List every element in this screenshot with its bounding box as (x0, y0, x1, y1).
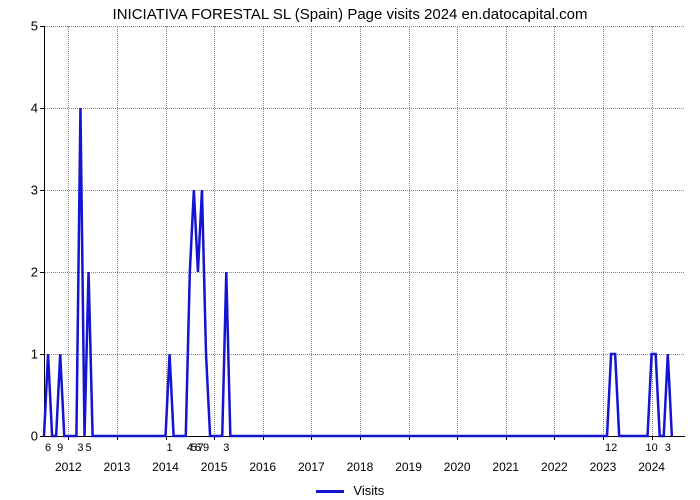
chart-title: INICIATIVA FORESTAL SL (Spain) Page visi… (0, 6, 700, 23)
x-year-label: 2019 (395, 460, 422, 474)
chart-container: INICIATIVA FORESTAL SL (Spain) Page visi… (0, 0, 700, 500)
x-year-label: 2015 (201, 460, 228, 474)
x-point-label: 5 (85, 442, 91, 454)
y-tick-label: 1 (31, 347, 38, 362)
x-point-label: 1 (167, 442, 173, 454)
x-point-label: 12 (605, 442, 617, 454)
y-tick-label: 3 (31, 183, 38, 198)
x-point-label: 6 (45, 442, 51, 454)
x-year-label: 2016 (249, 460, 276, 474)
y-tick-label: 0 (31, 429, 38, 444)
x-point-label: 3 (665, 442, 671, 454)
line-series (44, 26, 684, 436)
x-year-label: 2024 (638, 460, 665, 474)
legend-label: Visits (353, 483, 384, 498)
x-year-label: 2020 (444, 460, 471, 474)
x-year-label: 2023 (590, 460, 617, 474)
x-year-label: 2014 (152, 460, 179, 474)
y-tick-label: 4 (31, 101, 38, 116)
x-year-label: 2022 (541, 460, 568, 474)
x-point-label: 9 (203, 442, 209, 454)
x-point-label: 3 (223, 442, 229, 454)
y-tick-label: 2 (31, 265, 38, 280)
legend-swatch (316, 490, 344, 493)
x-year-label: 2017 (298, 460, 325, 474)
x-year-label: 2013 (104, 460, 131, 474)
x-point-label: 9 (57, 442, 63, 454)
y-tick-label: 5 (31, 19, 38, 34)
x-year-label: 2018 (347, 460, 374, 474)
x-year-label: 2021 (492, 460, 519, 474)
x-year-label: 2012 (55, 460, 82, 474)
x-point-label: 10 (645, 442, 657, 454)
legend: Visits (0, 483, 700, 498)
x-point-label: 3 (77, 442, 83, 454)
